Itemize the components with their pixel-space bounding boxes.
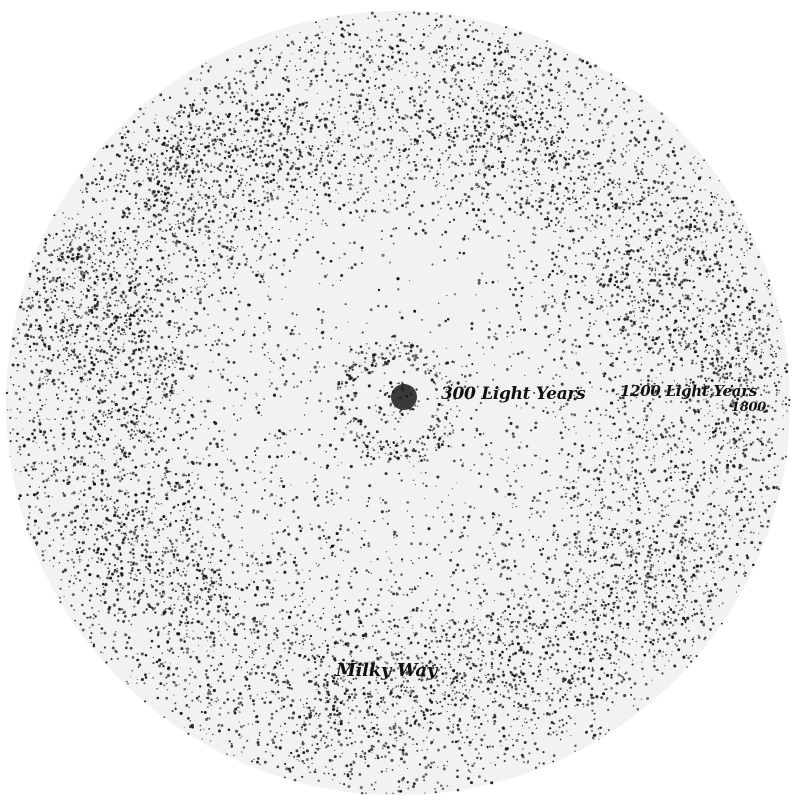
central-star-cluster	[391, 384, 417, 410]
milky-way-label: Milky Way	[336, 660, 437, 681]
outer-distance-label: 1200 Light Years	[620, 382, 757, 400]
center-cluster	[391, 384, 417, 410]
star-field	[5, 11, 791, 795]
edge-distance-label: 1800	[731, 400, 766, 415]
inner-ring-label: 300 Light Years	[441, 384, 586, 404]
